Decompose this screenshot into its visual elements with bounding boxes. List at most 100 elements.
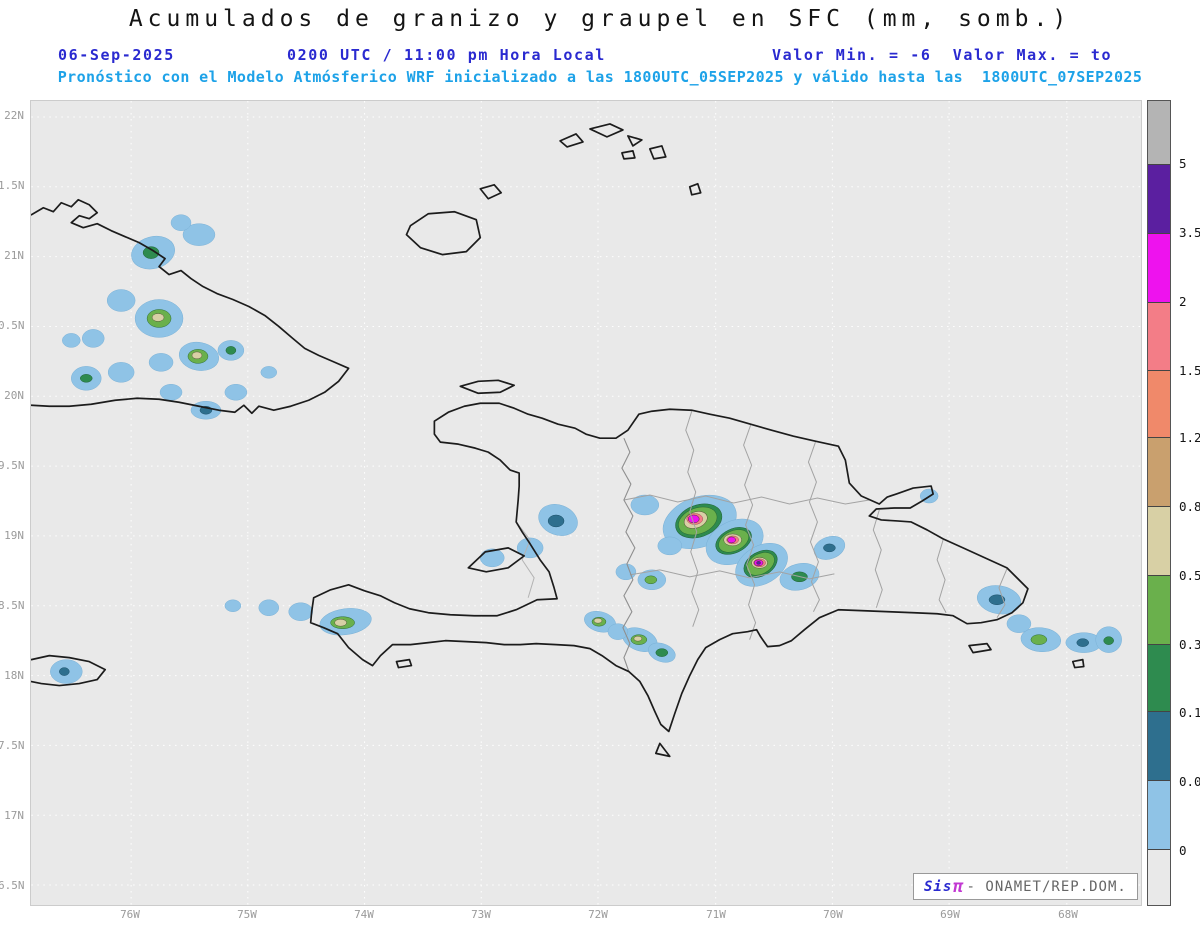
sispi-pi-symbol: π xyxy=(953,876,965,897)
precip-cell xyxy=(1065,632,1102,653)
precip-cell xyxy=(224,384,248,401)
model-init-line: Pronóstico con el Modelo Atmósferico WRF… xyxy=(57,68,1143,86)
value-min-max: Valor Min. = -6 Valor Max. = to xyxy=(772,46,1113,64)
island-grand-turk xyxy=(648,145,667,160)
x-tick: 73W xyxy=(471,908,491,921)
international-border xyxy=(621,437,636,672)
x-axis-labels: 76W 75W 74W 73W 72W 71W 70W 69W 68W xyxy=(30,908,1142,924)
precip-cell xyxy=(622,627,658,652)
y-tick: 9.5N xyxy=(0,459,25,472)
colorbar-segment xyxy=(1148,370,1170,438)
colorbar-segment xyxy=(1148,849,1170,905)
precip-cell xyxy=(657,536,683,556)
colorbar-segment xyxy=(1148,711,1170,781)
colorbar-tick: 1.5 xyxy=(1179,363,1200,378)
precip-cell xyxy=(224,599,242,612)
island-gonave xyxy=(467,547,526,573)
colorbar-tick: 0.1 xyxy=(1179,705,1200,720)
map-canvas xyxy=(30,100,1142,906)
gridlines xyxy=(31,101,1141,905)
colorbar-segment xyxy=(1148,301,1170,371)
y-axis-labels: 22N 1.5N 21N 0.5N 20N 9.5N 19N 8.5N 18N … xyxy=(0,100,26,906)
precip-cell xyxy=(1020,627,1062,652)
coastline-hispaniola xyxy=(309,402,1029,733)
coastline-jamaica-east xyxy=(31,654,107,687)
island-caicos-3 xyxy=(627,135,643,147)
forecast-valid-time: 0200 UTC / 11:00 pm Hora Local xyxy=(287,46,606,64)
colorbar-segment xyxy=(1148,163,1170,233)
colorbar-segment xyxy=(1148,232,1170,302)
island-tortuga xyxy=(459,379,516,395)
y-tick: 6.5N xyxy=(0,879,25,892)
sispi-logo-text: Sis xyxy=(924,878,953,895)
precip-cell xyxy=(813,535,846,560)
precip-cell xyxy=(71,366,102,391)
colorbar-segment xyxy=(1148,437,1170,506)
island-turk-cay xyxy=(688,182,702,196)
island-saona xyxy=(968,642,992,654)
map-title: Acumulados de granizo y graupel en SFC (… xyxy=(128,6,1072,32)
colorbar-tick: 0.05 xyxy=(1179,774,1200,789)
colorbar-tick: 0.3 xyxy=(1179,637,1200,652)
colorbar-tick: 0.5 xyxy=(1179,568,1200,583)
colorbar-tick: 0 xyxy=(1179,843,1187,858)
island-vache xyxy=(395,658,413,669)
colorbar xyxy=(1147,100,1171,906)
precip-cell xyxy=(131,235,175,270)
precip-cell xyxy=(735,543,788,587)
precip-cell xyxy=(480,548,505,568)
precip-cell xyxy=(288,602,313,621)
precip-cell xyxy=(170,214,192,231)
precip-cell xyxy=(976,585,1021,615)
y-tick: 20N xyxy=(4,389,24,402)
precip-cell xyxy=(538,504,578,536)
y-tick: 17N xyxy=(4,809,24,822)
colorbar-segment xyxy=(1148,643,1170,712)
x-tick: 72W xyxy=(588,908,608,921)
precip-cell xyxy=(50,659,83,684)
precip-cell xyxy=(182,223,216,246)
precip-cell xyxy=(1006,614,1032,633)
y-tick: 1.5N xyxy=(0,179,25,192)
island-little-inagua xyxy=(479,183,503,200)
y-tick: 8.5N xyxy=(0,599,25,612)
precip-cell xyxy=(615,563,637,581)
colorbar-segment xyxy=(1148,574,1170,644)
precip-cell xyxy=(648,642,676,663)
colorbar-segment xyxy=(1148,101,1170,164)
forecast-date: 06-Sep-2025 xyxy=(58,46,175,64)
precip-cell xyxy=(630,494,660,516)
branding-box: Sis π - ONAMET/REP.DOM. xyxy=(913,873,1138,900)
province-boundaries xyxy=(515,411,1008,640)
colorbar-tick: 0.8 xyxy=(1179,499,1200,514)
island-mona xyxy=(1071,658,1085,669)
colorbar-tick: 5 xyxy=(1179,156,1187,171)
precip-cell xyxy=(134,299,184,338)
precip-cell xyxy=(62,333,81,348)
precip-cell xyxy=(148,353,174,372)
precip-cell xyxy=(637,569,667,591)
island-caicos-4 xyxy=(621,150,636,160)
x-tick: 75W xyxy=(237,908,257,921)
precip-cell xyxy=(1095,626,1122,653)
colorbar-segment xyxy=(1148,505,1170,575)
onamet-label: - ONAMET/REP.DOM. xyxy=(966,878,1127,895)
y-tick: 7.5N xyxy=(0,739,25,752)
y-tick: 22N xyxy=(4,109,24,122)
colorbar-segment xyxy=(1148,780,1170,850)
coastline-cuba xyxy=(31,198,350,415)
colorbar-tick: 2 xyxy=(1179,294,1187,309)
colorbar-tick: 3.5 xyxy=(1179,225,1200,240)
x-tick: 74W xyxy=(354,908,374,921)
precip-cell xyxy=(106,289,136,312)
precip-cell xyxy=(319,608,372,636)
precip-cell xyxy=(217,340,245,361)
precip-cell xyxy=(159,384,183,401)
y-tick: 19N xyxy=(4,529,24,542)
y-tick: 18N xyxy=(4,669,24,682)
island-beata xyxy=(654,742,671,758)
coastlines xyxy=(31,123,1085,758)
x-tick: 71W xyxy=(706,908,726,921)
island-caicos-2 xyxy=(589,123,624,138)
